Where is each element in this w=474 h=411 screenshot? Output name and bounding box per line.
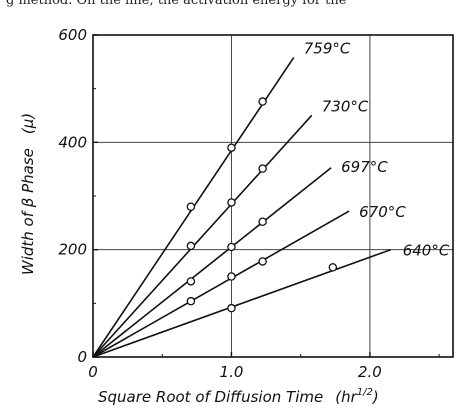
y-axis-label: Width of β Phase(μ): [19, 113, 37, 275]
series-line: [92, 167, 332, 358]
grid: [93, 35, 453, 357]
y-tick-label: 600: [58, 26, 87, 44]
data-point: [328, 263, 338, 272]
x-axis-label: Square Root of Diffusion Time (hr1/2): [98, 387, 379, 406]
series-label: 730°C: [322, 97, 369, 115]
header-text: g method. On the line, the activation en…: [6, 0, 347, 8]
plot-frame: [92, 34, 454, 358]
data-point: [227, 272, 236, 281]
data-point: [186, 202, 196, 211]
data-point: [227, 303, 236, 313]
series-4: 640°C: [92, 242, 450, 358]
x-tick-label: 1.0: [220, 363, 244, 381]
series-0: 759°C: [92, 39, 351, 358]
series-line: [92, 114, 313, 358]
page-header-text: g method. On the line, the activation en…: [0, 0, 474, 22]
data-point: [258, 217, 267, 227]
data-point: [186, 241, 196, 251]
x-tick-label: 0: [88, 363, 98, 381]
data-point: [227, 242, 236, 252]
series-label: 640°C: [403, 242, 450, 260]
data-point: [258, 97, 267, 106]
series-line: [92, 248, 391, 358]
y-tick-label: 0: [77, 348, 87, 366]
axis-ticks: 0 200 400 600 0 1.0 2.0: [58, 26, 440, 381]
x-tick-label: 2.0: [358, 363, 382, 381]
data-point: [186, 277, 196, 286]
data-point: [186, 296, 196, 306]
data-point: [258, 164, 267, 173]
series-line: [92, 210, 350, 358]
data-point: [227, 143, 236, 152]
series-1: 730°C: [92, 97, 369, 358]
series-2: 697°C: [92, 158, 388, 358]
series-label: 697°C: [341, 158, 388, 176]
y-tick-label: 400: [58, 133, 87, 151]
series-layer: 759°C 730°C 697°C 670°C 640°C: [92, 39, 450, 358]
series-3: 670°C: [92, 203, 406, 358]
data-point: [258, 257, 267, 266]
data-point: [227, 198, 236, 207]
y-tick-label: 200: [58, 241, 87, 259]
series-label: 670°C: [359, 203, 406, 221]
series-label: 759°C: [304, 39, 351, 57]
